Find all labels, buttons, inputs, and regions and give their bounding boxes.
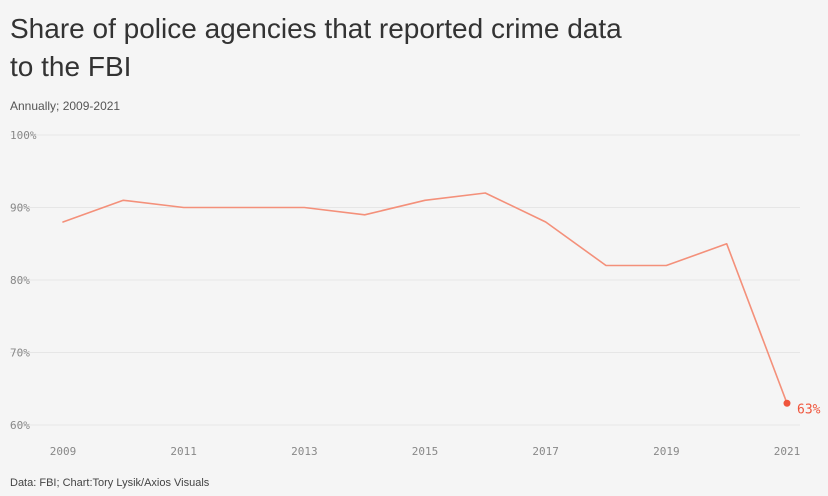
x-tick-label: 2015	[412, 445, 439, 458]
series-line	[62, 192, 788, 405]
x-tick-label: 2019	[653, 445, 680, 458]
grid-lines	[10, 134, 800, 426]
x-tick-label: 2021	[774, 445, 801, 458]
y-axis-ticks: 100% 90% 80% 70% 60%	[10, 129, 37, 432]
end-point-marker	[783, 399, 791, 407]
end-value-label: 63%	[797, 402, 821, 417]
y-tick-label: 70%	[10, 347, 30, 360]
chart-subtitle: Annually; 2009-2021	[10, 99, 121, 113]
y-tick-label: 60%	[10, 419, 30, 432]
y-tick-label: 100%	[10, 129, 37, 142]
x-axis-ticks: 2009 2011 2013 2015 2017 2019 2021	[50, 445, 801, 458]
y-tick-label: 80%	[10, 274, 30, 287]
x-tick-label: 2011	[170, 445, 197, 458]
chart-title: Share of police agencies that reported c…	[10, 13, 622, 82]
y-tick-label: 90%	[10, 202, 30, 215]
x-tick-label: 2017	[532, 445, 559, 458]
x-tick-label: 2009	[50, 445, 77, 458]
x-tick-label: 2013	[291, 445, 318, 458]
series-layer: 63%	[62, 192, 821, 417]
source-note: Data: FBI; Chart:Tory Lysik/Axios Visual…	[10, 477, 210, 489]
